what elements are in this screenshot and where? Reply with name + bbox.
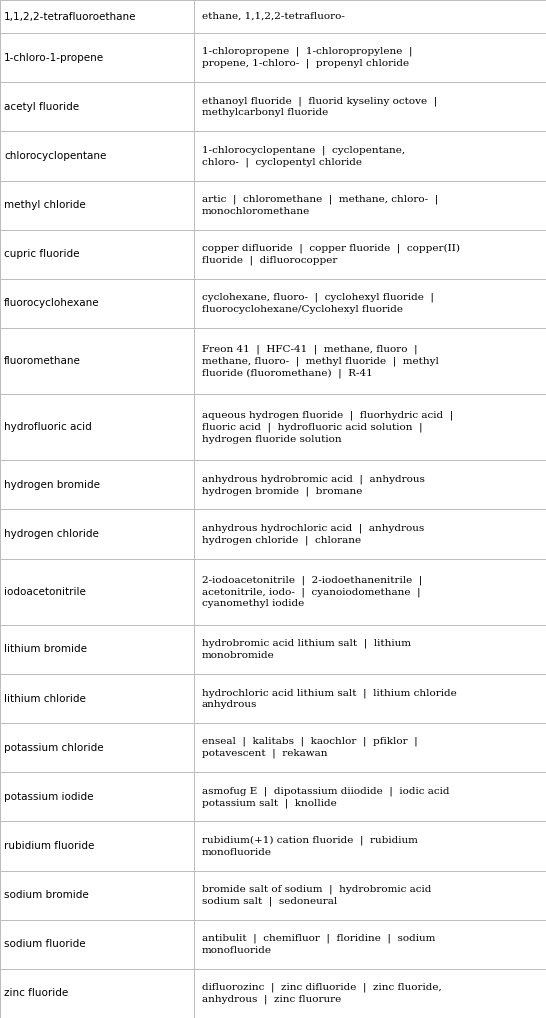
Text: lithium chloride: lithium chloride [4, 693, 86, 703]
Text: hydrofluoric acid: hydrofluoric acid [4, 422, 92, 433]
Text: 2-iodoacetonitrile  |  2-iodoethanenitrile  |
acetonitrile, iodo-  |  cyanoiodom: 2-iodoacetonitrile | 2-iodoethanenitrile… [202, 575, 422, 608]
Text: hydrogen chloride: hydrogen chloride [4, 529, 99, 540]
Text: cupric fluoride: cupric fluoride [4, 249, 80, 260]
Text: potassium chloride: potassium chloride [4, 743, 104, 752]
Text: sodium fluoride: sodium fluoride [4, 940, 86, 949]
Text: 1-chloropropene  |  1-chloropropylene  |
propene, 1-chloro-  |  propenyl chlorid: 1-chloropropene | 1-chloropropylene | pr… [202, 47, 412, 68]
Text: 1-chlorocyclopentane  |  cyclopentane,
chloro-  |  cyclopentyl chloride: 1-chlorocyclopentane | cyclopentane, chl… [202, 146, 405, 167]
Text: bromide salt of sodium  |  hydrobromic acid
sodium salt  |  sedoneural: bromide salt of sodium | hydrobromic aci… [202, 885, 431, 906]
Text: difluorozinc  |  zinc difluoride  |  zinc fluoride,
anhydrous  |  zinc fluorure: difluorozinc | zinc difluoride | zinc fl… [202, 982, 442, 1004]
Text: potassium iodide: potassium iodide [4, 792, 93, 802]
Text: hydrogen bromide: hydrogen bromide [4, 479, 100, 490]
Text: hydrobromic acid lithium salt  |  lithium
monobromide: hydrobromic acid lithium salt | lithium … [202, 639, 411, 660]
Text: aqueous hydrogen fluoride  |  fluorhydric acid  |
fluoric acid  |  hydrofluoric : aqueous hydrogen fluoride | fluorhydric … [202, 411, 453, 444]
Text: ethanoyl fluoride  |  fluorid kyseliny octove  |
methylcarbonyl fluoride: ethanoyl fluoride | fluorid kyseliny oct… [202, 97, 437, 117]
Text: ethane, 1,1,2,2-tetrafluoro-: ethane, 1,1,2,2-tetrafluoro- [202, 12, 345, 21]
Text: enseal  |  kalitabs  |  kaochlor  |  pfiklor  |
potavescent  |  rekawan: enseal | kalitabs | kaochlor | pfiklor |… [202, 737, 418, 758]
Text: 1,1,2,2-tetrafluoroethane: 1,1,2,2-tetrafluoroethane [4, 11, 136, 21]
Text: artic  |  chloromethane  |  methane, chloro-  |
monochloromethane: artic | chloromethane | methane, chloro-… [202, 194, 438, 216]
Text: cyclohexane, fluoro-  |  cyclohexyl fluoride  |
fluorocyclohexane/Cyclohexyl flu: cyclohexane, fluoro- | cyclohexyl fluori… [202, 293, 434, 314]
Text: antibulit  |  chemifluor  |  floridine  |  sodium
monofluoride: antibulit | chemifluor | floridine | sod… [202, 934, 435, 955]
Text: chlorocyclopentane: chlorocyclopentane [4, 151, 106, 161]
Text: rubidium fluoride: rubidium fluoride [4, 841, 94, 851]
Text: acetyl fluoride: acetyl fluoride [4, 102, 79, 112]
Text: anhydrous hydrobromic acid  |  anhydrous
hydrogen bromide  |  bromane: anhydrous hydrobromic acid | anhydrous h… [202, 474, 425, 496]
Text: methyl chloride: methyl chloride [4, 201, 86, 210]
Text: asmofug E  |  dipotassium diiodide  |  iodic acid
potassium salt  |  knollide: asmofug E | dipotassium diiodide | iodic… [202, 786, 449, 807]
Text: zinc fluoride: zinc fluoride [4, 988, 68, 999]
Text: iodoacetonitrile: iodoacetonitrile [4, 586, 86, 597]
Text: Freon 41  |  HFC-41  |  methane, fluoro  |
methane, fluoro-  |  methyl fluoride : Freon 41 | HFC-41 | methane, fluoro | me… [202, 344, 438, 378]
Text: fluoromethane: fluoromethane [4, 356, 81, 366]
Text: fluorocyclohexane: fluorocyclohexane [4, 298, 99, 308]
Text: 1-chloro-1-propene: 1-chloro-1-propene [4, 53, 104, 63]
Text: rubidium(+1) cation fluoride  |  rubidium
monofluoride: rubidium(+1) cation fluoride | rubidium … [202, 836, 418, 856]
Text: sodium bromide: sodium bromide [4, 890, 89, 900]
Text: hydrochloric acid lithium salt  |  lithium chloride
anhydrous: hydrochloric acid lithium salt | lithium… [202, 688, 456, 709]
Text: copper difluoride  |  copper fluoride  |  copper(II)
fluoride  |  difluorocopper: copper difluoride | copper fluoride | co… [202, 243, 460, 265]
Text: lithium bromide: lithium bromide [4, 644, 87, 655]
Text: anhydrous hydrochloric acid  |  anhydrous
hydrogen chloride  |  chlorane: anhydrous hydrochloric acid | anhydrous … [202, 523, 424, 545]
